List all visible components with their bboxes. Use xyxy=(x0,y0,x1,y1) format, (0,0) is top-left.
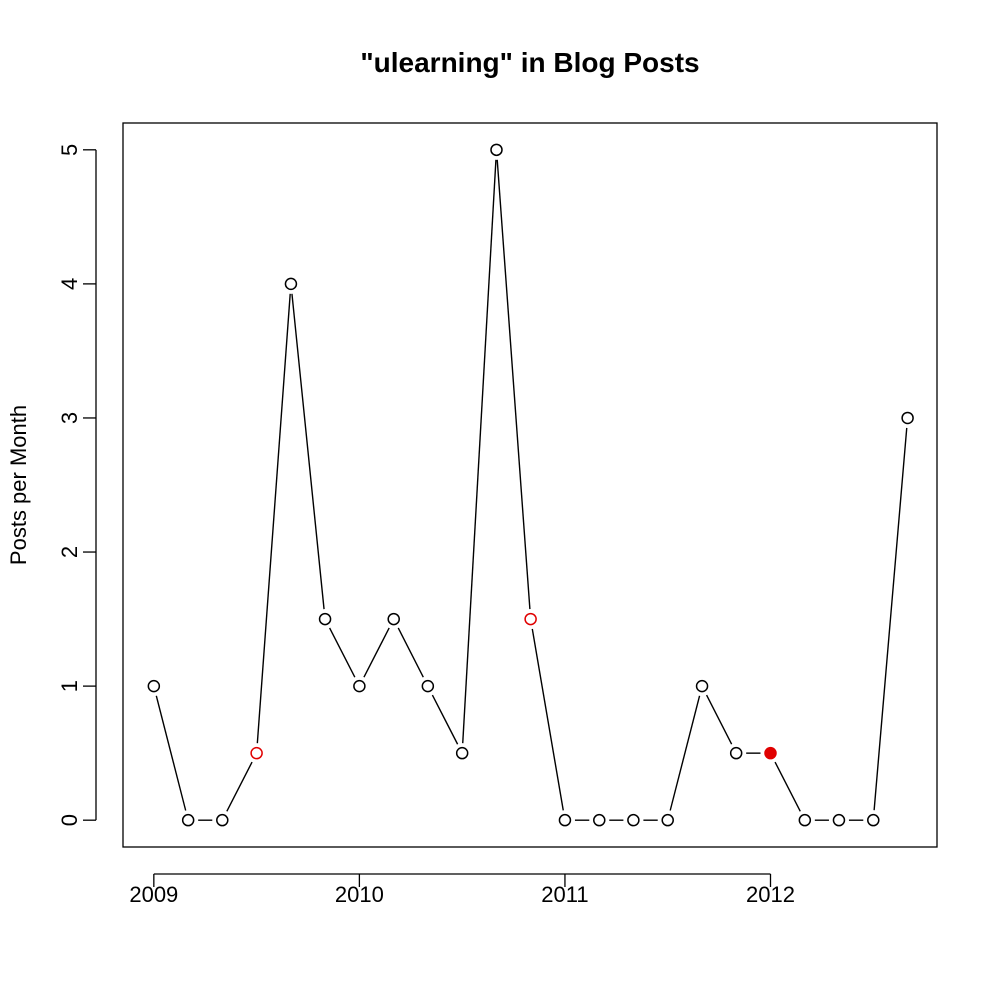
data-point xyxy=(867,813,880,827)
series-segment xyxy=(256,293,291,744)
data-point xyxy=(421,679,435,693)
series-segment xyxy=(669,695,701,811)
y-tick-label: 1 xyxy=(57,680,82,692)
data-point xyxy=(558,813,572,827)
series-segment xyxy=(496,159,531,610)
series-segment xyxy=(291,293,325,610)
y-tick-label: 4 xyxy=(57,278,82,290)
data-point xyxy=(798,813,812,827)
series-segment xyxy=(363,627,390,678)
data-point xyxy=(490,143,503,157)
highlighted-data-point xyxy=(524,612,537,626)
series-line xyxy=(155,159,908,821)
data-point xyxy=(627,813,640,827)
data-point xyxy=(216,813,229,827)
y-axis-label: Posts per Month xyxy=(6,405,31,565)
y-tick-label: 2 xyxy=(57,546,82,558)
x-tick-label: 2009 xyxy=(129,882,178,907)
series-points xyxy=(147,143,914,827)
series-segment xyxy=(397,627,424,678)
y-axis: 0 1 2 3 4 5 xyxy=(57,144,97,826)
data-point xyxy=(729,746,743,760)
x-tick-label: 2011 xyxy=(541,882,588,907)
data-point xyxy=(353,679,366,693)
series-segment xyxy=(462,159,497,744)
series-segment xyxy=(155,695,187,811)
series-segment xyxy=(774,761,801,812)
data-point xyxy=(318,612,332,626)
chart-title: "ulearning" in Blog Posts xyxy=(360,47,699,78)
data-point xyxy=(147,679,161,693)
x-tick-label: 2010 xyxy=(335,882,384,907)
plot-frame xyxy=(122,122,938,848)
series-segment xyxy=(705,694,733,745)
series-segment xyxy=(531,628,564,811)
data-point xyxy=(901,411,914,425)
y-tick-label: 0 xyxy=(57,814,82,826)
data-point xyxy=(284,277,298,291)
data-point xyxy=(455,746,469,760)
data-point xyxy=(661,813,674,827)
highlighted-data-point xyxy=(764,746,777,760)
y-tick-label: 5 xyxy=(57,144,82,156)
highlighted-data-point xyxy=(250,746,263,760)
data-point xyxy=(593,813,606,827)
series-segment xyxy=(431,694,459,745)
data-point xyxy=(695,679,709,693)
x-axis: 2009 2010 2011 2012 xyxy=(129,873,795,907)
y-tick-label: 3 xyxy=(57,412,82,424)
x-tick-label: 2012 xyxy=(746,882,795,907)
series-segment xyxy=(328,627,356,678)
data-point xyxy=(181,813,195,827)
series-segment xyxy=(226,761,253,812)
series-segment xyxy=(873,427,908,811)
data-point xyxy=(832,813,846,827)
data-point xyxy=(387,612,400,626)
